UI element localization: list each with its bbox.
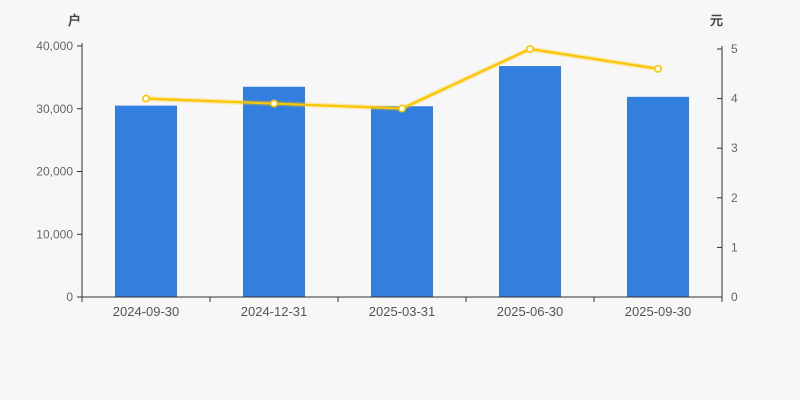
bar xyxy=(499,66,561,297)
bar xyxy=(115,105,177,297)
line-marker xyxy=(142,94,151,103)
right-axis-unit-label: 元 xyxy=(710,13,725,28)
left-axis-tick-label: 10,000 xyxy=(36,227,73,241)
x-axis-category-label: 2025-03-31 xyxy=(369,304,436,319)
right-axis-tick-label: 0 xyxy=(731,290,738,304)
x-axis-category-label: 2025-09-30 xyxy=(625,304,692,319)
right-axis-tick-label: 1 xyxy=(731,240,738,254)
right-axis-tick-label: 2 xyxy=(731,191,738,205)
line-marker xyxy=(397,104,406,113)
bar xyxy=(243,86,305,297)
line-marker xyxy=(269,99,278,108)
left-axis-tick-label: 0 xyxy=(66,290,73,304)
x-axis-category-label: 2024-12-31 xyxy=(241,304,308,319)
left-axis-unit-label: 户 xyxy=(68,13,83,28)
line-marker xyxy=(525,44,534,53)
bar xyxy=(627,96,689,297)
right-axis-tick-label: 3 xyxy=(731,141,738,155)
left-axis-tick-label: 20,000 xyxy=(36,165,73,179)
line-marker xyxy=(653,64,662,73)
bar xyxy=(371,106,433,298)
left-axis-tick-label: 40,000 xyxy=(36,39,73,53)
x-axis-category-label: 2025-06-30 xyxy=(497,304,564,319)
x-axis-category-label: 2024-09-30 xyxy=(113,304,180,319)
left-axis-tick-label: 30,000 xyxy=(36,102,73,116)
right-axis-tick-label: 4 xyxy=(731,92,738,106)
right-axis-tick-label: 5 xyxy=(731,42,738,56)
